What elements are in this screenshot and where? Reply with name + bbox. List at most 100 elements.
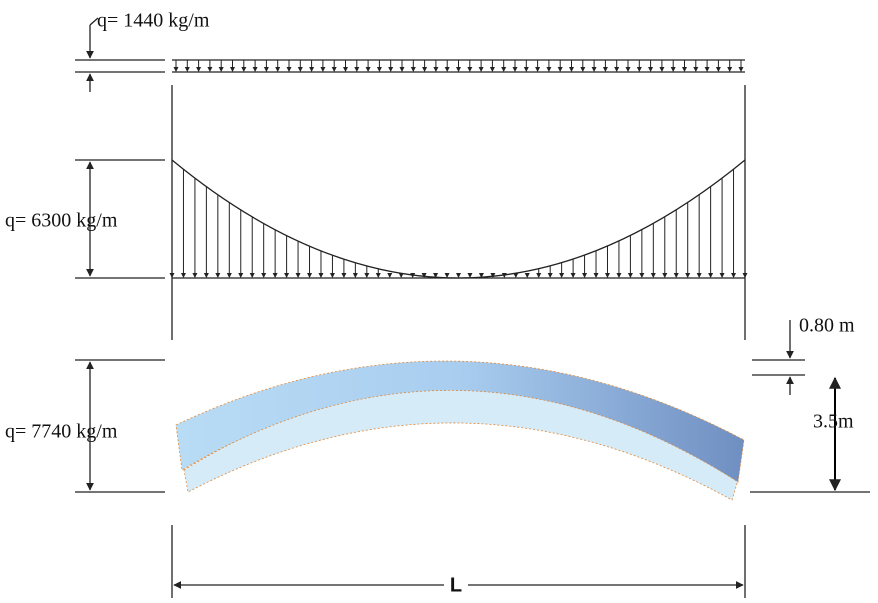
load-arrow [250,273,255,278]
load-arrow [433,67,438,72]
rise-label: 3.5m [813,411,854,433]
load-arrow [592,67,597,72]
load-arrow [535,67,540,72]
load-arrow [674,273,679,278]
load-arrow [693,67,698,72]
load-arrow [318,273,323,278]
load-arrow [296,273,301,278]
load-arrow [207,67,212,72]
load-arrow [456,67,461,72]
load-arrow [445,67,450,72]
load-arrow [614,67,619,72]
load-arrow [558,67,563,72]
load-arrow [697,273,702,278]
load-arrow [536,273,541,278]
load-arrow [388,67,393,72]
load-arrow [204,273,209,278]
load-arrow [637,67,642,72]
load-arrow [264,67,269,72]
load-arrow [569,67,574,72]
load-arrow [174,67,179,72]
load-arrow [662,273,667,278]
load-arrow [377,67,382,72]
load-arrow [170,273,175,278]
load-arrow [215,273,220,278]
load-arrow [467,67,472,72]
load-arrow [739,67,744,72]
load-arrow [422,67,427,72]
load-arrow [238,273,243,278]
load-arrow [399,273,404,278]
load-arrow [626,67,631,72]
load-arrow [705,67,710,72]
load-arrow [185,67,190,72]
load-arrow [219,67,224,72]
load-arrow [230,67,235,72]
thickness-label: 0.80 m [799,315,855,337]
parabola [172,160,745,278]
load-arrow [284,273,289,278]
load-arrow [628,273,633,278]
load-arrow [716,67,721,72]
load-arrow [298,67,303,72]
load-arrow [456,273,461,278]
load-arrow [708,273,713,278]
load-arrow [720,273,725,278]
load-arrow [400,67,405,72]
load-arrow [605,273,610,278]
load-arrow [548,273,553,278]
load-arrow [727,67,732,72]
load-arrow [594,273,599,278]
load-arrow [196,67,201,72]
load-arrow [651,273,656,278]
load-arrow [743,273,748,278]
load-arrow [648,67,653,72]
load-arrow [731,273,736,278]
load-arrow [275,67,280,72]
load-arrow [525,273,530,278]
load-arrow [364,273,369,278]
load-arrow [341,273,346,278]
load-arrow [571,273,576,278]
load-arrow [479,67,484,72]
load-label: q= 6300 kg/m [5,210,118,232]
load-label: q= 7740 kg/m [5,421,118,443]
load-arrow [685,273,690,278]
load-arrow [387,273,392,278]
load-label: q= 1440 kg/m [97,10,210,32]
load-arrow [253,67,258,72]
load-arrow [490,67,495,72]
load-arrow [287,67,292,72]
load-arrow [309,67,314,72]
load-arrow [580,67,585,72]
load-arrow [320,67,325,72]
load-arrow [682,67,687,72]
load-arrow [330,273,335,278]
load-arrow [192,273,197,278]
load-arrow [546,67,551,72]
load-arrow [524,67,529,72]
load-arrow [559,273,564,278]
load-arrow [501,67,506,72]
load-arrow [376,273,381,278]
load-arrow [366,67,371,72]
span-label: L [450,574,462,596]
load-arrow [332,67,337,72]
load-arrow [307,273,312,278]
load-arrow [616,273,621,278]
load-arrow [639,273,644,278]
load-arrow [659,67,664,72]
load-arrow [343,67,348,72]
load-arrow [603,67,608,72]
load-arrow [241,67,246,72]
load-arrow [261,273,266,278]
load-arrow [513,273,518,278]
load-arrow [582,273,587,278]
load-arrow [354,67,359,72]
diagram: q= 1440 kg/m q= 6300 kg/m q= 7740 kg/m 0… [0,0,878,603]
load-arrow [181,273,186,278]
drawing [75,18,870,598]
load-arrow [513,67,518,72]
load-arrow [273,273,278,278]
load-arrow [411,67,416,72]
